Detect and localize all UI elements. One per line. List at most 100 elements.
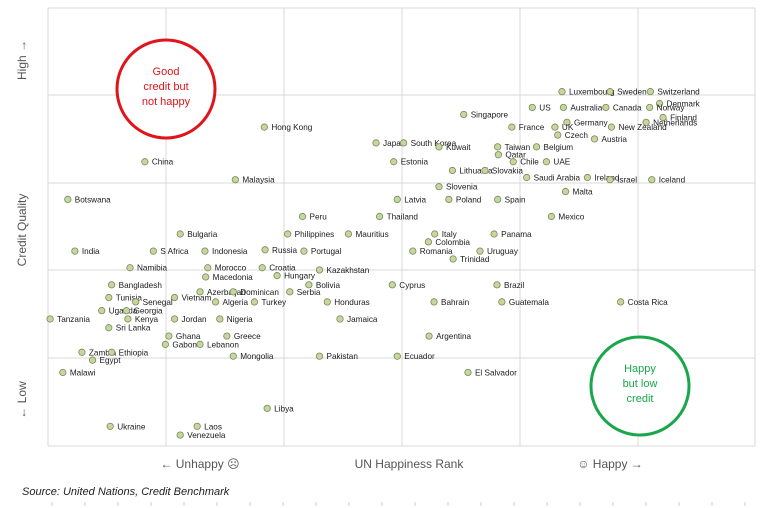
point-label: Zambia [89,348,117,357]
point-label: Hungary [284,272,316,281]
point-label: Iceland [659,176,686,185]
point-label: Bulgaria [187,230,217,239]
point-label: Macedonia [213,273,254,282]
point-label: Jamaica [347,315,378,324]
data-point [64,195,72,204]
data-point [176,431,184,439]
point-label: Georgia [133,307,163,316]
data-point [193,422,201,430]
y-axis-title: Credit Quality [15,194,29,267]
point-label: Serbia [297,288,321,297]
point-label: Ghana [176,332,201,341]
data-point [606,88,614,96]
data-point [273,272,281,280]
point-label: Chile [520,158,539,167]
point-label: Trinidad [460,255,490,264]
data-point [646,103,654,112]
point-label: Portugal [311,247,342,256]
point-label: Ukraine [117,422,146,431]
point-label: Gabon [172,340,197,349]
data-point [449,255,457,263]
point-label: Bolivia [316,281,341,290]
point-label: Sri Lanka [116,324,151,333]
data-point [430,298,438,306]
source-note: Source: United Nations, Credit Benchmark [22,486,230,498]
point-label: Philippines [295,230,335,239]
data-point [648,176,656,184]
data-point [498,298,506,306]
data-point [481,166,489,175]
point-label: Colombia [435,238,470,247]
point-label: Netherlands [653,118,697,127]
data-point [344,230,353,238]
data-point [542,158,551,166]
data-point [551,123,559,131]
point-label: New Zealand [618,123,667,132]
grid-lines [47,7,756,506]
annotation-text: credit but [143,81,188,93]
data-point [435,183,443,191]
point-label: Azerbaijan [207,288,246,297]
point-label: Malaysia [242,176,275,185]
point-label: Hong Kong [271,123,312,132]
data-point [425,332,433,340]
data-point [170,293,179,302]
point-label: Botswana [75,195,111,204]
data-point [445,195,453,204]
point-label: Italy [442,230,458,239]
data-point [286,288,294,296]
point-label: S Africa [160,247,189,256]
point-label: UAE [553,158,570,167]
point-label: US [539,103,551,112]
point-label: Austria [602,135,628,144]
data-point [196,340,204,348]
x-axis-title: UN Happiness Rank [355,457,465,471]
data-point [149,247,157,255]
point-label: Guatemala [509,298,549,307]
data-point [71,247,79,255]
data-point [196,288,204,296]
point-label: Panama [501,230,532,239]
y-axis-low-label: ← Low [15,381,29,419]
data-point [448,166,457,175]
data-point [263,404,271,412]
point-label: Czech [565,131,589,140]
data-point [606,176,614,184]
point-label: Mexico [558,212,584,221]
axes: High → Credit Quality ← Low ← Unhappy ☹ … [15,40,643,471]
point-label: Argentina [436,332,471,341]
point-label: Venezuela [187,431,226,440]
data-point [617,298,625,306]
point-label: Belgium [544,143,574,152]
point-label: Indonesia [212,247,248,256]
data-point [460,110,468,119]
data-point [476,247,484,255]
data-point [435,143,443,151]
point-label: Cyprus [399,281,425,290]
data-point [223,332,231,340]
point-label: Turkey [261,298,287,307]
point-label: Libya [274,404,294,413]
data-point [229,352,237,360]
data-point [132,298,140,306]
point-label: Tunisia [116,294,143,303]
point-label: Greece [234,332,261,341]
data-point [202,273,210,281]
data-point [494,143,502,151]
data-point [261,246,269,254]
data-point [393,352,401,360]
data-point [161,340,169,348]
data-point [260,123,268,131]
point-label: Morocco [215,264,247,273]
point-label: Namibia [137,264,167,273]
data-point [464,368,472,377]
point-label: Peru [310,212,328,221]
data-point [388,281,396,289]
data-point [607,123,616,131]
data-point [284,230,292,238]
data-point [105,324,113,332]
data-point [204,264,212,272]
point-label: Malta [573,188,593,197]
data-point [561,187,570,196]
